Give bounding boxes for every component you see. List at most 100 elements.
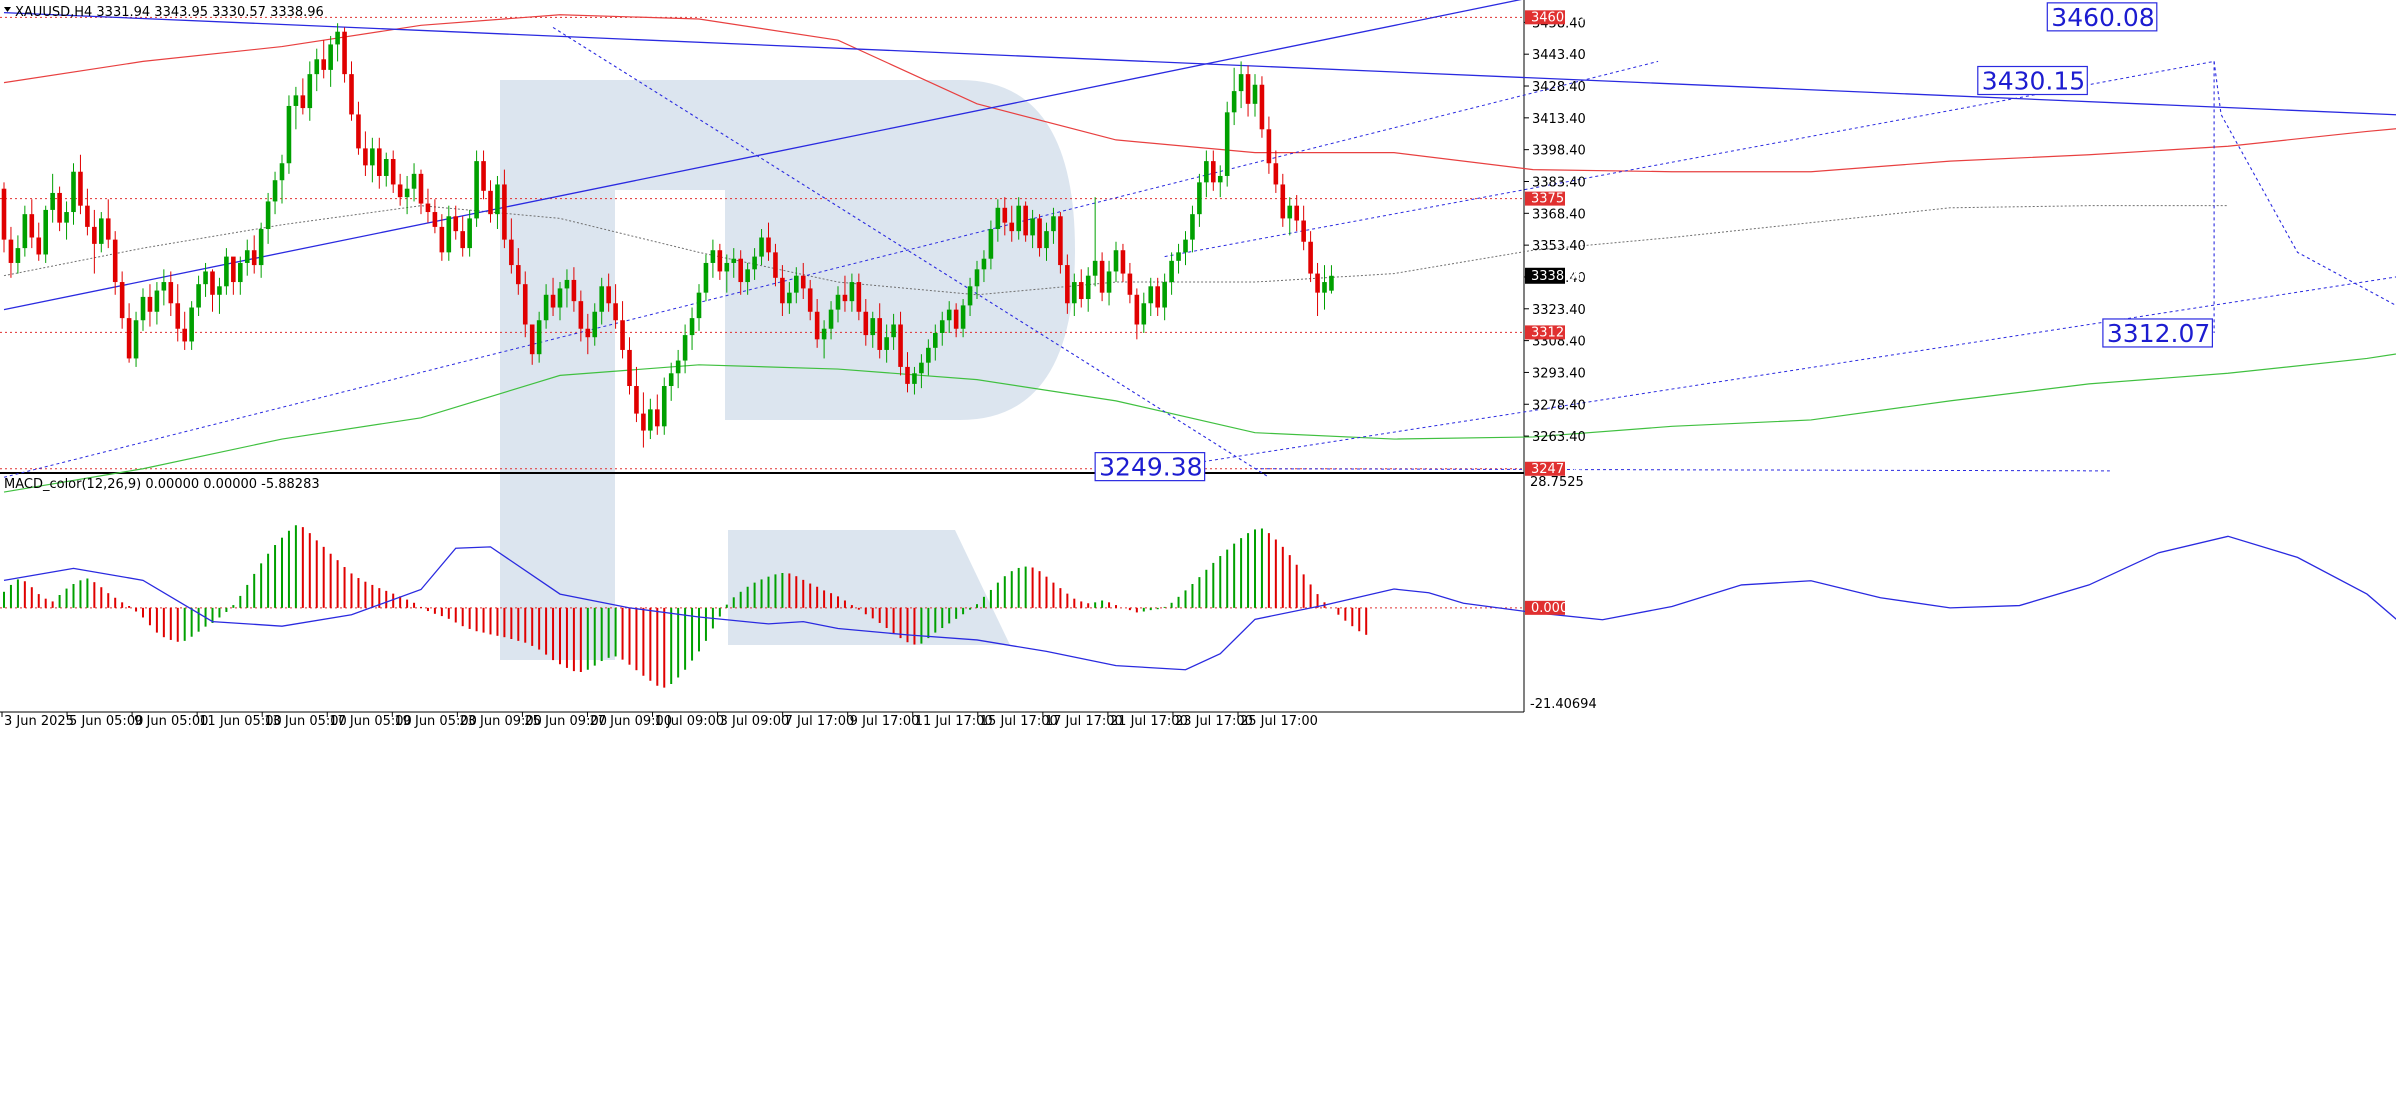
candle [1141,292,1147,333]
time-tick-label[interactable]: 19 Jun 05:00 [394,714,477,729]
trend-line[interactable] [3,60,1659,478]
price-axis[interactable]: 3458.403443.403428.403413.403398.403383.… [1524,10,1597,712]
macd-zero-label[interactable]: 0.00000 [1531,601,1585,616]
candle [919,354,924,389]
price-tick-label[interactable]: 3263.40 [1532,430,1586,445]
candle-body [57,192,62,223]
time-tick-label[interactable]: 3 Jun 2025 [4,714,74,729]
candle-body [210,271,215,295]
zigzag-current[interactable] [2213,61,2396,316]
time-tick-label[interactable]: 5 Jun 05:00 [69,714,143,729]
callout-label[interactable]: 3312.07 [2107,319,2210,348]
time-tick-label[interactable]: 1 Jul 09:00 [655,714,725,729]
trend-line[interactable] [1143,178,2396,472]
triangle-down-icon[interactable] [4,7,11,12]
trend-line-extra[interactable] [1254,468,2110,472]
price-level-badge-label[interactable]: 3247.99 [1531,462,1585,477]
candle-body [189,307,194,342]
callout-label[interactable]: 3460.08 [2051,3,2154,32]
candle [759,229,764,266]
price-tick-label[interactable]: 3323.40 [1532,303,1586,318]
candle-body [1002,207,1008,223]
time-tick-label[interactable]: 7 Jul 17:00 [785,714,855,729]
callout-box[interactable] [1977,65,2088,96]
candle-body [1169,260,1174,283]
price-level-badge-label[interactable]: 3460.78 [1531,10,1585,25]
candle-body [794,275,799,293]
time-tick-label[interactable]: 9 Jun 05:00 [134,714,208,729]
candle [446,205,452,261]
callout-label[interactable]: 3430.15 [1982,67,2085,96]
price-tick-label[interactable]: 3413.40 [1532,112,1586,127]
time-tick-label[interactable]: 21 Jul 17:00 [1110,714,1188,729]
macd-info: MACD_color(12,26,9) 0.00000 0.00000 -5.8… [4,477,320,492]
time-tick-label[interactable]: 17 Jul 17:00 [1045,714,1123,729]
candle [800,262,806,300]
candle-body [620,320,625,350]
macd-tick-label[interactable]: -21.40694 [1530,697,1597,712]
time-tick-label[interactable]: 13 Jun 05:00 [264,714,347,729]
candle [22,205,28,257]
price-tick-label[interactable]: 3278.40 [1532,398,1586,413]
candle [981,250,987,283]
time-tick-label[interactable]: 27 Jun 09:00 [589,714,672,729]
price-tick-label[interactable]: 3293.40 [1532,366,1586,381]
price-level-badge-label[interactable]: 3312.27 [1531,325,1585,340]
candle [272,171,278,215]
time-tick-label[interactable]: 23 Jul 17:00 [1175,714,1253,729]
candle-body [1099,260,1105,293]
current-price-badge[interactable] [1525,267,1565,284]
price-level-badge-label[interactable]: 3375.33 [1531,192,1585,207]
candle [870,311,876,348]
callout-box[interactable] [1094,452,1206,482]
price-callouts[interactable]: 3460.08 3430.15 3312.07 3249.38 [1094,2,2213,482]
candle [1266,116,1272,174]
zigzag-past[interactable] [552,26,1270,478]
candle [912,366,917,395]
macd-zero-badge[interactable] [1525,600,1565,615]
candle-body [126,318,132,359]
time-tick-label[interactable]: 15 Jul 17:00 [980,714,1058,729]
candle [1044,222,1049,261]
time-tick-label[interactable]: 25 Jul 17:00 [1240,714,1318,729]
candle [752,248,757,280]
callout-box[interactable] [2046,2,2158,32]
candle-body [488,190,493,215]
candle-body [495,184,500,215]
candle [224,248,229,295]
trend-line[interactable] [3,11,2396,142]
current-price-label[interactable]: 3338.96 [1531,269,1585,284]
time-tick-label[interactable]: 11 Jun 05:00 [199,714,282,729]
time-tick-label[interactable]: 3 Jul 09:00 [720,714,790,729]
candle [1106,260,1112,306]
candle-body [1273,163,1279,185]
time-tick-label[interactable]: 9 Jul 17:00 [850,714,920,729]
candle-body [787,292,792,304]
time-tick-label[interactable]: 23 Jun 09:00 [459,714,542,729]
price-tick-label[interactable]: 3353.40 [1532,239,1586,254]
price-level-badge[interactable] [1525,191,1565,206]
candle-body [64,212,69,223]
price-level-badge[interactable] [1525,461,1565,476]
candle [891,313,896,350]
time-tick-label[interactable]: 25 Jun 09:00 [524,714,607,729]
callout-label[interactable]: 3249.38 [1099,453,1202,482]
callout-box[interactable] [2102,318,2213,348]
candle [460,216,465,257]
price-tick-label[interactable]: 3383.40 [1532,175,1586,190]
candle [529,324,535,365]
price-tick-label[interactable]: 3428.40 [1532,80,1586,95]
candle-body [182,328,187,342]
price-tick-label[interactable]: 3398.40 [1532,144,1586,159]
time-tick-label[interactable]: 17 Jun 05:00 [329,714,412,729]
price-level-badge[interactable] [1525,10,1565,25]
time-tick-label[interactable]: 11 Jul 17:00 [915,714,993,729]
price-tick-label[interactable]: 3368.40 [1532,207,1586,222]
price-level-badge[interactable] [1525,325,1565,340]
price-tick-label[interactable]: 3443.40 [1532,48,1586,63]
candle-body [161,282,167,291]
candle-body [425,203,431,213]
macd-tick-label[interactable]: 28.7525 [1530,475,1584,490]
